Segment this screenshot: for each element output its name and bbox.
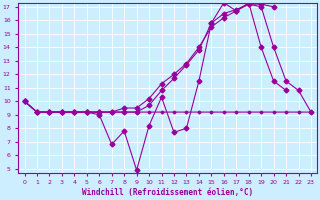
X-axis label: Windchill (Refroidissement éolien,°C): Windchill (Refroidissement éolien,°C) bbox=[82, 188, 253, 197]
